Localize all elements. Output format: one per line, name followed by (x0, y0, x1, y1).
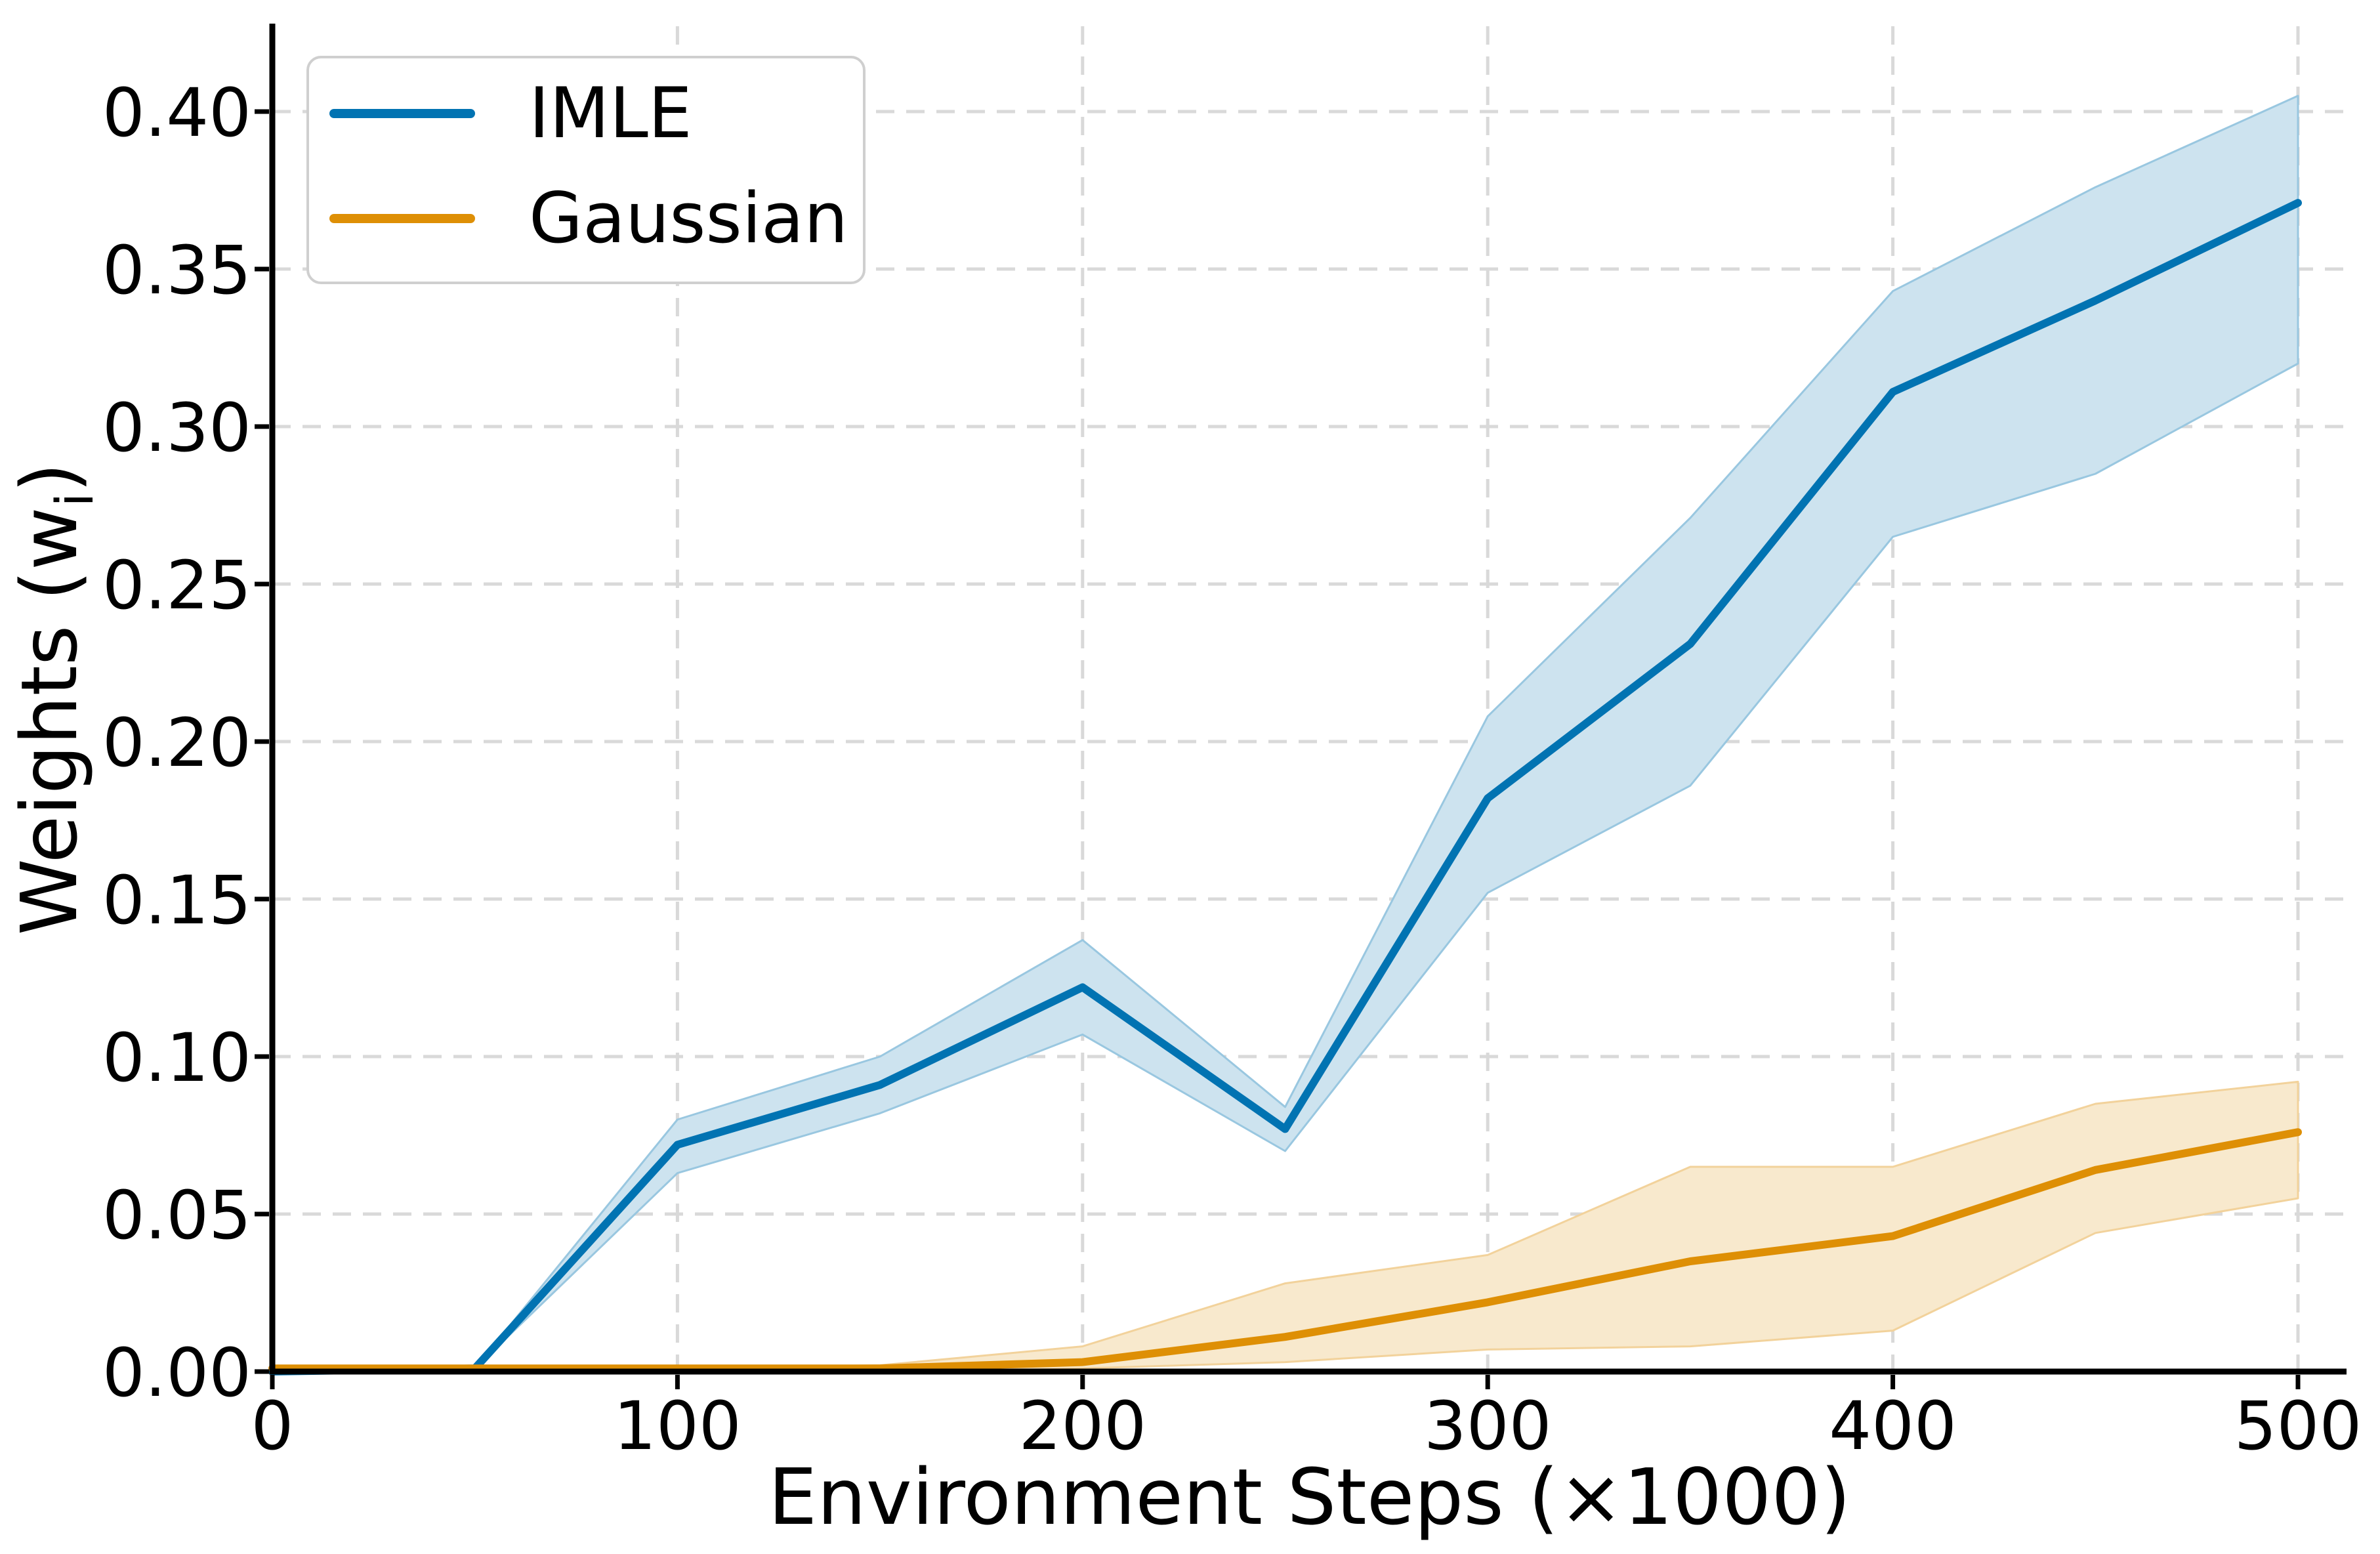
x-axis-label: Environment Steps (×1000) (272, 1458, 2347, 1536)
imle-confidence-band (271, 94, 2299, 1373)
y-axis-label: Weights (wi) (4, 463, 105, 935)
x-tick-label: 200 (1018, 1387, 1146, 1465)
legend-label-imle: IMLE (529, 73, 692, 154)
legend-item-imle: IMLE (309, 72, 863, 156)
legend-label-gaussian: Gaussian (529, 178, 848, 259)
x-tick-label: 300 (1424, 1387, 1552, 1465)
y-axis-label-prefix: Weights (w (4, 507, 95, 936)
gaussian-line (268, 1128, 2302, 1373)
y-tick-label: 0.10 (102, 1019, 251, 1097)
y-axis-label-suffix: ) (4, 462, 95, 493)
y-axis-label-subscript: i (45, 492, 105, 507)
legend-item-gaussian: Gaussian (309, 177, 863, 261)
y-tick-label: 0.35 (102, 232, 251, 310)
x-axis-label-text: Environment Steps (×1000) (768, 1452, 1851, 1542)
y-tick-label: 0.30 (102, 389, 251, 467)
gaussian-line-swatch (329, 214, 475, 223)
y-tick-label: 0.40 (102, 74, 251, 152)
y-tick-label: 0.25 (102, 547, 251, 625)
imle-line (268, 199, 2302, 1376)
x-tick-label: 400 (1829, 1387, 1957, 1465)
imle-line-swatch (329, 109, 475, 118)
y-tick-label: 0.15 (102, 862, 251, 940)
y-tick-label: 0.00 (102, 1334, 251, 1412)
y-tick-label: 0.20 (102, 704, 251, 782)
x-tick-label: 500 (2234, 1387, 2362, 1465)
x-tick-label: 0 (251, 1387, 294, 1465)
y-tick-label: 0.05 (102, 1177, 251, 1255)
x-tick-label: 100 (614, 1387, 741, 1465)
legend: IMLE Gaussian (306, 56, 866, 284)
